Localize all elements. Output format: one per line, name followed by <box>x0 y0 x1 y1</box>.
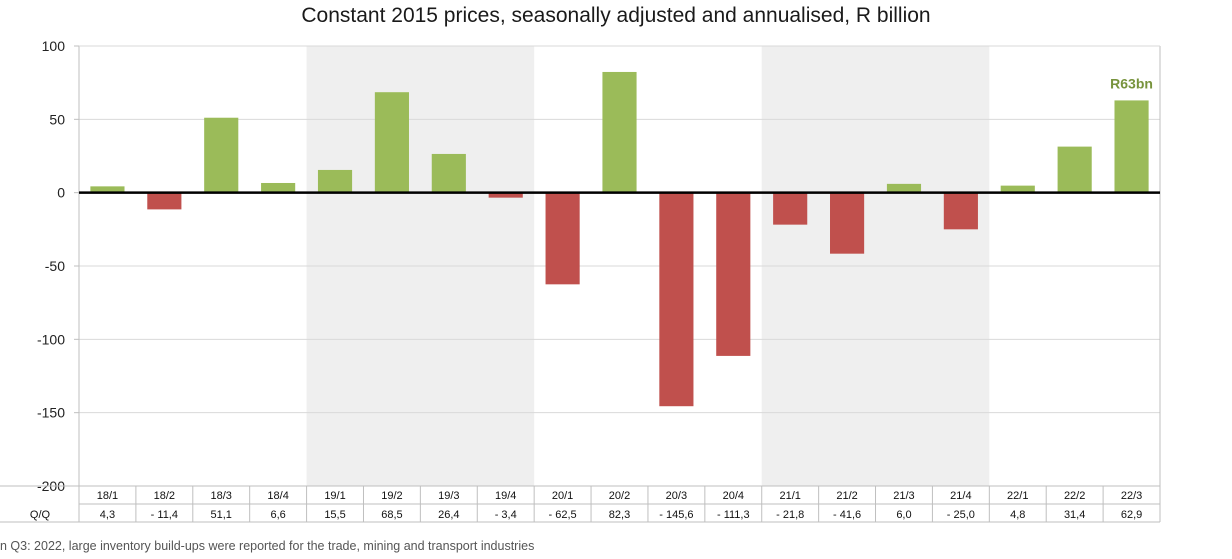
bar-22/1 <box>1000 185 1035 193</box>
x-tick-label: 22/3 <box>1121 490 1142 502</box>
table-value: 51,1 <box>211 509 232 521</box>
x-tick-label: 20/2 <box>609 490 630 502</box>
bar-20/1 <box>545 192 580 285</box>
table-value: 4,8 <box>1010 509 1025 521</box>
x-tick-label: 19/3 <box>438 490 459 502</box>
y-tick-label: 100 <box>42 38 66 54</box>
x-tick-label: 19/1 <box>324 490 345 502</box>
x-tick-label: 21/2 <box>836 490 857 502</box>
annotations: R63bn <box>1110 75 1153 91</box>
table-value: 31,4 <box>1064 509 1085 521</box>
chart-title: Constant 2015 prices, seasonally adjuste… <box>301 4 931 27</box>
x-tick-label: 22/1 <box>1007 490 1028 502</box>
x-tick-label: 19/4 <box>495 490 516 502</box>
table-value: - 21,8 <box>776 509 804 521</box>
bar-18/4 <box>261 182 296 193</box>
table-value: - 11,4 <box>151 509 178 521</box>
table-value: 4,3 <box>100 509 115 521</box>
table-value: - 41,6 <box>833 509 861 521</box>
table-value: 6,6 <box>270 509 285 521</box>
table-value: - 62,5 <box>549 509 577 521</box>
bar-18/3 <box>204 117 239 193</box>
x-tick-label: 18/2 <box>154 490 175 502</box>
y-tick-label: -150 <box>37 405 65 421</box>
table-value: - 3,4 <box>495 509 517 521</box>
bar-20/4 <box>716 192 751 356</box>
x-tick-label: 20/3 <box>666 490 687 502</box>
bar-21/1 <box>773 192 808 225</box>
x-tick-label: 22/2 <box>1064 490 1085 502</box>
table-value: 62,9 <box>1121 509 1142 521</box>
table-value: 26,4 <box>438 509 459 521</box>
footnote: n Q3: 2022, large inventory build-ups we… <box>0 539 535 553</box>
bar-19/2 <box>374 92 409 193</box>
x-tick-label: 21/1 <box>779 490 800 502</box>
x-tick-label: 19/2 <box>381 490 402 502</box>
table-value: - 25,0 <box>947 509 975 521</box>
x-tick-label: 21/4 <box>950 490 971 502</box>
x-tick-label: 18/4 <box>267 490 288 502</box>
table-value: 68,5 <box>381 509 402 521</box>
x-tick-label: 21/3 <box>893 490 914 502</box>
table-value: - 145,6 <box>659 509 693 521</box>
table-value: 82,3 <box>609 509 630 521</box>
x-tick-label: 20/4 <box>723 490 744 502</box>
x-tick-label: 18/3 <box>211 490 232 502</box>
bar-22/2 <box>1057 146 1092 193</box>
x-tick-label: 20/1 <box>552 490 573 502</box>
bar-21/3 <box>886 183 922 193</box>
bar-19/1 <box>317 169 353 193</box>
bar-20/2 <box>602 71 637 193</box>
bar-21/2 <box>830 192 865 254</box>
bar-22/3 <box>1114 100 1149 193</box>
bar-19/3 <box>431 153 466 193</box>
table-value: - 111,3 <box>717 509 750 521</box>
bar-18/1 <box>90 186 125 193</box>
bar-21/4 <box>943 192 978 230</box>
y-tick-label: -50 <box>45 258 65 274</box>
y-tick-label: 50 <box>49 111 65 127</box>
data-table: Q/Q 18/1 4,3 18/2 - 11,4 18/3 51,1 18/4 6,6 19/1 1… <box>0 485 1160 523</box>
table-value: 6,0 <box>896 509 911 521</box>
bar-19/4 <box>488 192 523 198</box>
x-tick-label: 18/1 <box>97 490 118 502</box>
y-tick-label: 0 <box>57 185 65 201</box>
bars <box>90 71 1149 407</box>
bar-18/2 <box>147 192 182 210</box>
y-tick-label: -100 <box>37 331 65 347</box>
table-row-label: Q/Q <box>30 509 51 521</box>
table-value: 15,5 <box>324 509 345 521</box>
annotation-label: R63bn <box>1110 75 1153 91</box>
bar-20/3 <box>659 192 694 407</box>
